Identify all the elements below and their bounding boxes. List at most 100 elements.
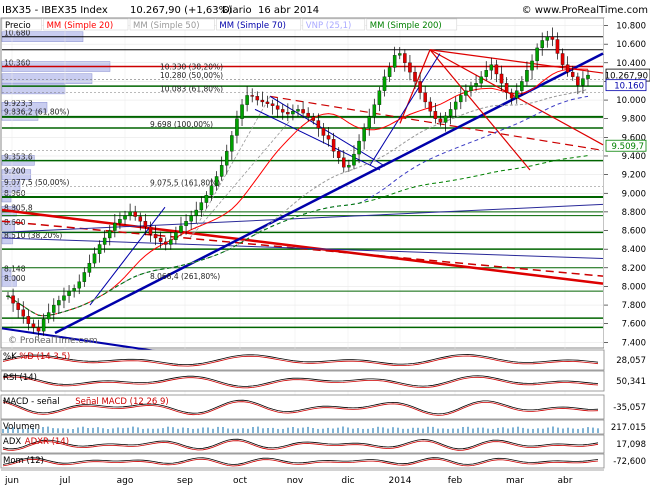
x-tick-label: ago — [117, 476, 134, 486]
candle-body — [331, 139, 336, 152]
legend-item: MM (Simple 20) — [47, 21, 114, 31]
y-tick-label: 9.200 — [622, 171, 646, 181]
volume-profile-bar — [1, 276, 17, 288]
indicator-name: Volumen — [3, 422, 40, 432]
y-tick-label: 8.000 — [622, 282, 646, 292]
candle-body — [301, 109, 305, 114]
red-fan-line — [429, 49, 531, 171]
x-tick-label: sep — [177, 476, 193, 486]
indicator-line — [2, 375, 599, 387]
legend-item-box — [1, 18, 42, 31]
candle-body — [499, 73, 504, 84]
lower-trendline-blue — [1, 327, 161, 353]
candle-body — [453, 101, 458, 110]
legend-item: MM (Simple 70) — [219, 21, 286, 31]
indicator-panel — [0, 453, 605, 469]
main-panel — [0, 17, 605, 349]
volume-profile-bar — [1, 233, 14, 245]
indicator-value: -72,600 — [613, 457, 646, 467]
last-price-label: 10.267,90 — [605, 72, 648, 82]
volume-profile-label: 9.353,6 — [4, 152, 33, 161]
candle-body — [377, 90, 382, 105]
candle-body — [97, 244, 102, 254]
candle-body — [133, 211, 137, 217]
y-tick-label: 9.600 — [622, 133, 646, 143]
indicator-sub: Señal MACD (12 26 9) — [75, 397, 169, 407]
candle-body — [570, 71, 575, 77]
candle-body — [26, 316, 31, 324]
candle-body — [347, 165, 351, 168]
candle-body — [72, 288, 76, 292]
candle-body — [418, 81, 422, 93]
candle-body — [158, 237, 163, 242]
indicator-signal-line — [2, 440, 599, 451]
blue-fan-line — [369, 53, 441, 166]
candle-body — [230, 135, 234, 152]
volume-profile-label: 9.200 — [4, 167, 26, 176]
legend-item: MM (Simple 50) — [133, 21, 200, 31]
indicator-sub: ADXR (14) — [25, 437, 69, 447]
candle-body — [138, 216, 143, 222]
candle-body — [245, 95, 249, 105]
indicator-signal-line — [2, 355, 599, 367]
candle-body — [336, 151, 341, 158]
candle-body — [128, 211, 132, 216]
candle-body — [494, 64, 499, 75]
y-tick-label: 10.400 — [616, 59, 646, 69]
blue-fan-line — [89, 206, 166, 306]
candle-body — [428, 101, 433, 112]
candle-body — [16, 303, 20, 310]
x-tick-label: oct — [233, 476, 247, 486]
y-tick-label: 8.400 — [622, 245, 646, 255]
x-tick-label: dic — [341, 476, 354, 486]
x-tick-label: abr — [558, 476, 573, 486]
fib-label: 10.083 (61,80%) — [160, 84, 223, 93]
indicator-panel — [0, 370, 605, 392]
candle-body — [235, 118, 239, 136]
indicator-value: -35,057 — [613, 403, 646, 413]
candle-body — [459, 95, 463, 103]
candle-body — [102, 237, 107, 245]
indicator-value: 50,341 — [616, 377, 646, 387]
candle-body — [36, 327, 41, 332]
candle-body — [357, 140, 361, 155]
candle-body — [296, 109, 300, 112]
legend-item-box — [302, 18, 366, 31]
candle-body — [311, 116, 316, 121]
candle-body — [118, 219, 122, 224]
indicator-signal-line — [2, 458, 599, 467]
legend-item-box — [129, 18, 215, 31]
volume-profile-label: 8.000 — [4, 274, 26, 283]
candle-body — [560, 53, 565, 65]
candle-body — [52, 304, 56, 313]
indicator-panels: %K %D (14 3 5) 28,057 RSI (14) 50,341 MACD - … — [0, 349, 646, 469]
candle-body — [174, 232, 178, 240]
candle-body — [148, 226, 153, 235]
y-tick-label: 7.400 — [622, 338, 646, 348]
candle-body — [352, 153, 356, 166]
y-tick-label: 9.400 — [622, 152, 646, 162]
indicator-sub: %D (14 3 5) — [19, 352, 70, 362]
indicator-name: MACD - señal — [3, 397, 60, 407]
candle-body — [250, 95, 254, 97]
candle-body — [189, 215, 193, 222]
gray-fan-line — [189, 120, 291, 239]
candle-body — [11, 295, 15, 304]
candle-body — [484, 70, 488, 77]
candle-body — [479, 76, 483, 84]
blue-fan-line — [269, 95, 386, 167]
candle-body — [540, 40, 544, 49]
volume-profile-label: 8.510 (38,20%) — [4, 231, 62, 240]
candle-body — [77, 281, 81, 289]
candle-body — [504, 83, 509, 93]
moving-averages — [7, 68, 589, 317]
last-price-change: 10.267,90 (+1,63%) — [130, 5, 232, 16]
candle-body — [265, 101, 270, 104]
y-tick-label: 10.600 — [616, 40, 646, 50]
trendlines — [1, 49, 604, 353]
candle-body — [92, 253, 97, 264]
candle-body — [423, 92, 427, 103]
fib-label: 10.330 (38,20%) — [160, 62, 223, 71]
price-candles — [6, 27, 590, 337]
